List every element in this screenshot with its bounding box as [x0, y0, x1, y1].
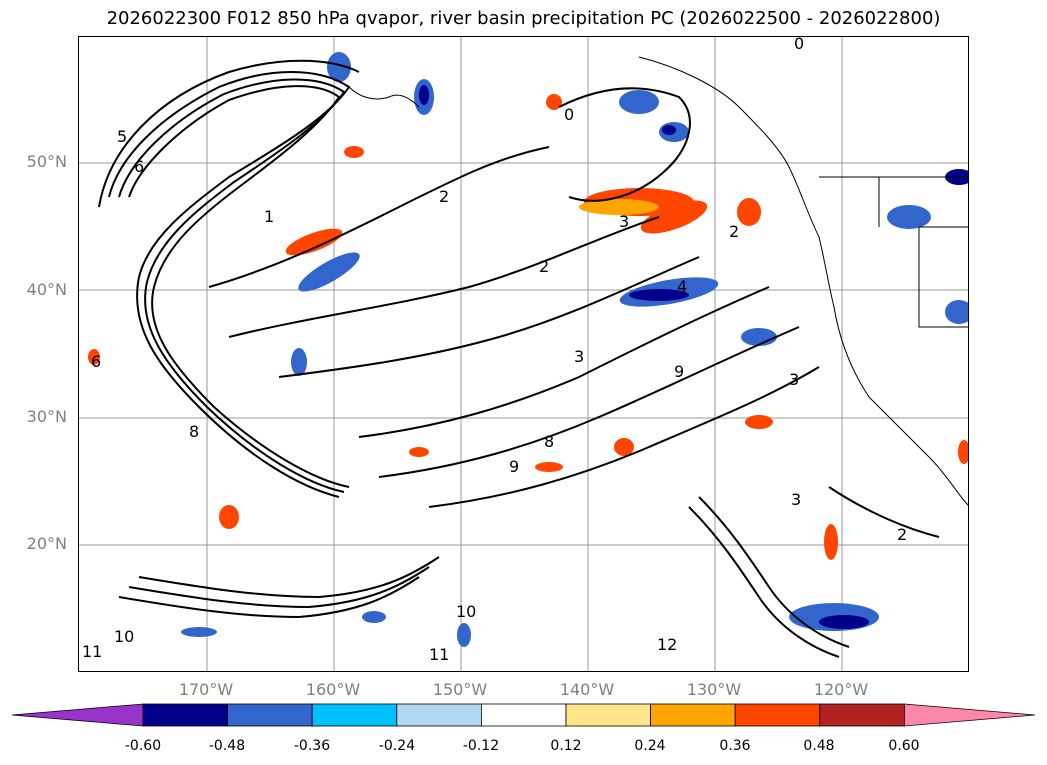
contour-label: 3: [791, 490, 801, 509]
lon-label-130w: 130°W: [686, 680, 742, 699]
contour-label: 2: [729, 222, 739, 241]
contour-label: 11: [429, 645, 449, 664]
lon-label-140w: 140°W: [559, 680, 615, 699]
contour-label: 2: [539, 257, 549, 276]
contour-label: 3: [619, 212, 629, 231]
contour-label: 6: [91, 352, 101, 371]
colorbar-segment: [650, 703, 736, 727]
colorbar-segment: [734, 703, 821, 727]
colorbar-segment: [311, 703, 398, 727]
colorbar-segment: [480, 703, 567, 727]
lat-label-50n: 50°N: [26, 152, 67, 171]
graticule: [79, 37, 968, 671]
lon-label-160w: 160°W: [305, 680, 361, 699]
contour-label: 0: [564, 105, 574, 124]
contour-labels: 1 2 2 2 3 3 3 4 5 6 6 8 8 9 9 10 10 11 1…: [82, 37, 907, 664]
contour-label: 0: [794, 37, 804, 53]
contour-label: 6: [134, 157, 144, 176]
lon-label-170w: 170°W: [178, 680, 234, 699]
colorbar-segment: [819, 703, 905, 727]
coastline: [348, 56, 968, 506]
contour-label: 1: [264, 207, 274, 226]
contour-label: 12: [657, 635, 677, 654]
contour-label: 9: [509, 457, 519, 476]
contour-label: 5: [117, 127, 127, 146]
contour-label: 9: [674, 362, 684, 381]
colorbar-tick: -0.60: [124, 738, 162, 754]
contour-label: 2: [897, 525, 907, 544]
contour-label: 3: [789, 370, 799, 389]
contour-label: 10: [456, 602, 476, 621]
colorbar-tick: 0.60: [888, 738, 920, 754]
colorbar-segment: [142, 703, 228, 727]
lat-label-30n: 30°N: [26, 407, 67, 426]
qvapor-contours: [98, 59, 940, 658]
contour-label: 2: [439, 187, 449, 206]
lon-label-120w: 120°W: [813, 680, 869, 699]
colorbar-tick: -0.12: [462, 738, 500, 754]
colorbar-tick: 0.12: [550, 738, 582, 754]
contour-label: 3: [574, 347, 584, 366]
colorbar: [11, 703, 1036, 727]
colorbar-tick: 0.48: [803, 738, 835, 754]
colorbar-segment: [396, 703, 482, 727]
contour-label: 10: [114, 627, 134, 646]
colorbar-tick: -0.48: [208, 738, 246, 754]
lat-label-40n: 40°N: [26, 280, 67, 299]
lat-label-20n: 20°N: [26, 534, 67, 553]
colorbar-tick: 0.24: [634, 738, 666, 754]
map-canvas: 1 2 2 2 3 3 3 4 5 6 6 8 8 9 9 10 10 11 1…: [79, 37, 968, 671]
contour-label: 11: [82, 642, 102, 661]
colorbar-tick: -0.24: [378, 738, 416, 754]
colorbar-extend-high: [904, 703, 1036, 727]
colorbar-extend-low: [11, 703, 144, 727]
lon-label-150w: 150°W: [432, 680, 488, 699]
colorbar-tick: 0.36: [719, 738, 751, 754]
map-panel: 1 2 2 2 3 3 3 4 5 6 6 8 8 9 9 10 10 11 1…: [78, 36, 969, 672]
precip-patches: [88, 52, 968, 647]
contour-label: 8: [544, 432, 554, 451]
map-title: 2026022300 F012 850 hPa qvapor, river ba…: [106, 8, 941, 29]
colorbar-segment: [565, 703, 651, 727]
colorbar-segment: [227, 703, 313, 727]
contour-label: 4: [677, 277, 687, 296]
colorbar-tick: -0.36: [293, 738, 331, 754]
contour-label: 8: [189, 422, 199, 441]
